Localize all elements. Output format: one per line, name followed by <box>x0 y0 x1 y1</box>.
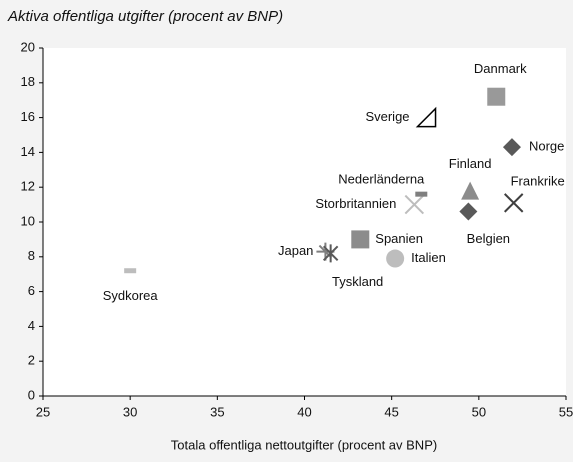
point-label: Sydkorea <box>103 288 159 303</box>
point-label: Italien <box>411 250 446 265</box>
point <box>415 191 428 197</box>
y-tick-label: 2 <box>28 353 35 368</box>
x-axis-label: Totala offentliga nettoutgifter (procent… <box>171 437 437 452</box>
point <box>124 268 137 274</box>
y-tick-label: 4 <box>28 318 35 333</box>
y-tick-label: 12 <box>21 179 35 194</box>
point-label: Belgien <box>467 231 510 246</box>
y-tick-label: 16 <box>21 109 35 124</box>
plot-area <box>43 48 566 396</box>
point <box>404 194 425 215</box>
x-tick-label: 40 <box>297 404 311 419</box>
point <box>487 87 506 106</box>
point-label: Finland <box>449 156 492 171</box>
point <box>386 249 405 268</box>
point-label: Tyskland <box>332 274 383 289</box>
y-tick-label: 18 <box>21 74 35 89</box>
y-tick-label: 10 <box>21 213 35 228</box>
point <box>322 244 339 263</box>
point-label: Nederländerna <box>338 172 425 187</box>
y-tick-label: 0 <box>28 387 35 402</box>
x-tick-label: 55 <box>559 404 573 419</box>
point <box>459 202 478 221</box>
point-label: Storbritannien <box>315 196 396 211</box>
x-tick-label: 30 <box>123 404 137 419</box>
y-tick-label: 8 <box>28 248 35 263</box>
y-tick-label: 14 <box>21 144 35 159</box>
x-tick-label: 35 <box>210 404 224 419</box>
point-label: Frankrike <box>511 173 565 188</box>
point <box>415 106 437 128</box>
point <box>503 193 524 213</box>
point <box>351 230 370 249</box>
x-tick-label: 25 <box>36 404 50 419</box>
point-label: Norge <box>529 139 564 154</box>
chart-title: Aktiva offentliga utgifter (procent av B… <box>7 8 283 25</box>
point <box>502 138 521 157</box>
point-label: Danmark <box>474 61 527 76</box>
x-tick-label: 50 <box>472 404 486 419</box>
y-tick-label: 6 <box>28 283 35 298</box>
point-label: Japan <box>278 243 313 258</box>
point <box>461 181 480 200</box>
point-label: Spanien <box>375 231 423 246</box>
x-tick-label: 45 <box>384 404 398 419</box>
y-tick-label: 20 <box>21 39 35 54</box>
point-label: Sverige <box>365 109 409 124</box>
